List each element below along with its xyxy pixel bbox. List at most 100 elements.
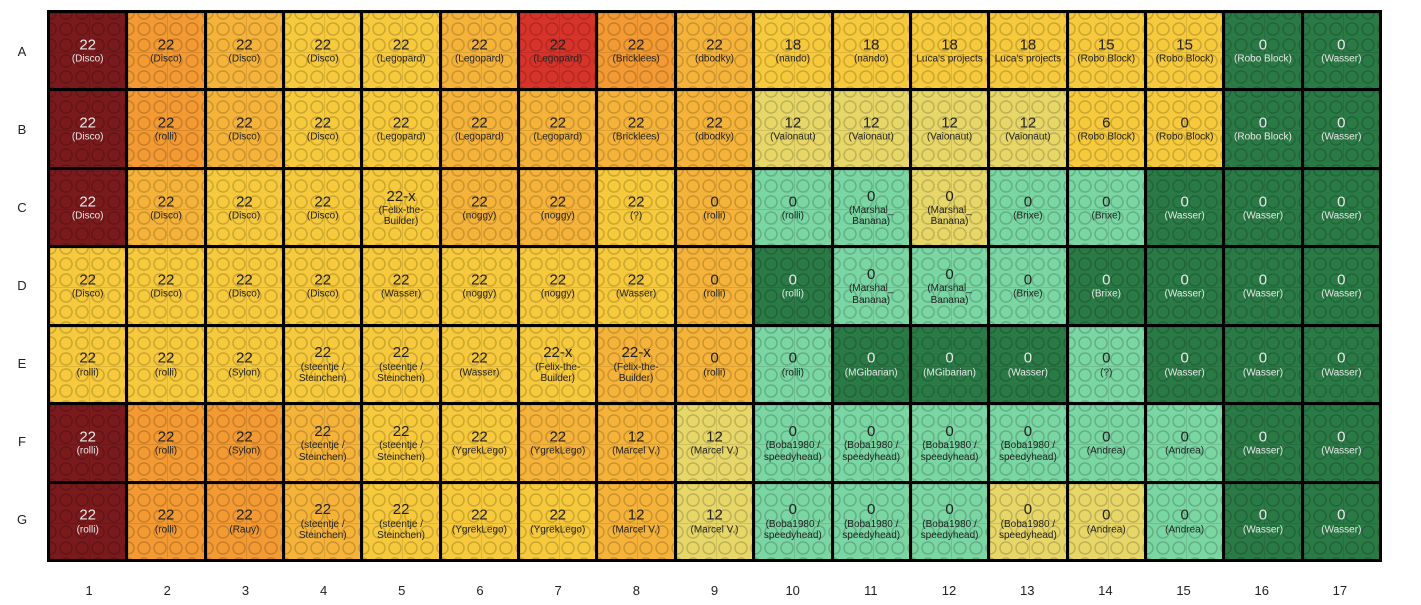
plot-cell-e-8[interactable]: 22-x (Felix-the-Builder) (598, 326, 674, 403)
plot-cell-e-17[interactable]: 0 (Wasser) (1303, 326, 1379, 403)
plot-cell-b-11[interactable]: 12 (Vaionaut) (833, 91, 909, 167)
plot-cell-a-11[interactable]: 18 (nando) (833, 13, 909, 89)
plot-cell-g-17[interactable]: 0 (Wasser) (1303, 483, 1379, 559)
plot-cell-d-8[interactable]: 22 (Wasser) (598, 248, 674, 324)
plot-cell-f-6[interactable]: 22 (YgrekLego) (441, 405, 518, 481)
plot-cell-a-5[interactable]: 22 (Legopard) (363, 13, 439, 89)
plot-cell-f-9[interactable]: 12 (Marcel V.) (676, 405, 753, 481)
plot-cell-f-1[interactable]: 22 (rolli) (50, 405, 126, 481)
plot-cell-b-4[interactable]: 22 (Disco) (285, 91, 361, 167)
plot-cell-g-16[interactable]: 0 (Wasser) (1225, 483, 1301, 559)
plot-cell-a-13[interactable]: 18 Luca's projects (990, 13, 1066, 89)
plot-cell-b-6[interactable]: 22 (Legopard) (441, 91, 518, 167)
plot-cell-a-6[interactable]: 22 (Legopard) (441, 13, 518, 89)
plot-cell-a-4[interactable]: 22 (Disco) (285, 13, 361, 89)
plot-cell-a-8[interactable]: 22 (Bricklees) (598, 13, 674, 89)
plot-cell-d-15[interactable]: 0 (Wasser) (1146, 248, 1223, 324)
plot-cell-e-13[interactable]: 0 (Wasser) (990, 326, 1066, 403)
plot-cell-e-7[interactable]: 22-x (Felix-the-Builder) (520, 326, 596, 403)
plot-cell-c-9[interactable]: 0 (rolli) (676, 169, 753, 246)
plot-cell-c-13[interactable]: 0 (Brixe) (990, 169, 1066, 246)
plot-cell-d-13[interactable]: 0 (Brixe) (990, 248, 1066, 324)
plot-cell-b-8[interactable]: 22 (Bricklees) (598, 91, 674, 167)
plot-cell-a-10[interactable]: 18 (nando) (755, 13, 831, 89)
plot-cell-f-4[interactable]: 22 (steentje / Steinchen) (285, 405, 361, 481)
plot-cell-g-4[interactable]: 22 (steentje / Steinchen) (285, 483, 361, 559)
plot-cell-b-10[interactable]: 12 (Vaionaut) (755, 91, 831, 167)
plot-cell-a-7[interactable]: 22 (Legopard) (520, 13, 596, 89)
plot-cell-a-9[interactable]: 22 (dbodky) (676, 13, 753, 89)
plot-cell-b-14[interactable]: 6 (Robo Block) (1068, 91, 1144, 167)
plot-cell-c-17[interactable]: 0 (Wasser) (1303, 169, 1379, 246)
plot-cell-a-17[interactable]: 0 (Wasser) (1303, 13, 1379, 89)
plot-cell-b-7[interactable]: 22 (Legopard) (520, 91, 596, 167)
plot-cell-d-3[interactable]: 22 (Disco) (206, 248, 283, 324)
plot-cell-c-1[interactable]: 22 (Disco) (50, 169, 126, 246)
plot-cell-f-11[interactable]: 0 (Boba1980 / speedyhead) (833, 405, 909, 481)
plot-cell-d-1[interactable]: 22 (Disco) (50, 248, 126, 324)
plot-cell-a-1[interactable]: 22 (Disco) (50, 13, 126, 89)
plot-cell-d-17[interactable]: 0 (Wasser) (1303, 248, 1379, 324)
plot-cell-b-3[interactable]: 22 (Disco) (206, 91, 283, 167)
plot-cell-c-4[interactable]: 22 (Disco) (285, 169, 361, 246)
plot-cell-c-10[interactable]: 0 (rolli) (755, 169, 831, 246)
plot-cell-e-4[interactable]: 22 (steentje / Steinchen) (285, 326, 361, 403)
plot-cell-e-14[interactable]: 0 (?) (1068, 326, 1144, 403)
plot-cell-f-16[interactable]: 0 (Wasser) (1225, 405, 1301, 481)
plot-cell-a-2[interactable]: 22 (Disco) (128, 13, 204, 89)
plot-cell-f-2[interactable]: 22 (rolli) (128, 405, 204, 481)
plot-cell-f-7[interactable]: 22 (YgrekLego) (520, 405, 596, 481)
plot-cell-d-2[interactable]: 22 (Disco) (128, 248, 204, 324)
plot-cell-d-4[interactable]: 22 (Disco) (285, 248, 361, 324)
plot-cell-a-15[interactable]: 15 (Robo Block) (1146, 13, 1223, 89)
plot-cell-c-14[interactable]: 0 (Brixe) (1068, 169, 1144, 246)
plot-cell-c-15[interactable]: 0 (Wasser) (1146, 169, 1223, 246)
plot-cell-b-12[interactable]: 12 (Vaionaut) (911, 91, 988, 167)
plot-cell-f-8[interactable]: 12 (Marcel V.) (598, 405, 674, 481)
plot-cell-e-10[interactable]: 0 (rolli) (755, 326, 831, 403)
plot-cell-g-7[interactable]: 22 (YgrekLego) (520, 483, 596, 559)
plot-cell-d-5[interactable]: 22 (Wasser) (363, 248, 439, 324)
plot-cell-a-3[interactable]: 22 (Disco) (206, 13, 283, 89)
plot-cell-e-9[interactable]: 0 (rolli) (676, 326, 753, 403)
plot-cell-g-10[interactable]: 0 (Boba1980 / speedyhead) (755, 483, 831, 559)
plot-cell-g-6[interactable]: 22 (YgrekLego) (441, 483, 518, 559)
plot-cell-d-11[interactable]: 0 (Marshal_ Banana) (833, 248, 909, 324)
plot-cell-d-7[interactable]: 22 (noggy) (520, 248, 596, 324)
plot-cell-g-12[interactable]: 0 (Boba1980 / speedyhead) (911, 483, 988, 559)
plot-cell-a-14[interactable]: 15 (Robo Block) (1068, 13, 1144, 89)
plot-cell-g-1[interactable]: 22 (rolli) (50, 483, 126, 559)
plot-cell-e-11[interactable]: 0 (MGibarian) (833, 326, 909, 403)
plot-cell-g-15[interactable]: 0 (Andrea) (1146, 483, 1223, 559)
plot-cell-f-10[interactable]: 0 (Boba1980 / speedyhead) (755, 405, 831, 481)
plot-cell-f-17[interactable]: 0 (Wasser) (1303, 405, 1379, 481)
plot-cell-d-9[interactable]: 0 (rolli) (676, 248, 753, 324)
plot-cell-d-14[interactable]: 0 (Brixe) (1068, 248, 1144, 324)
plot-cell-g-13[interactable]: 0 (Boba1980 / speedyhead) (990, 483, 1066, 559)
plot-cell-g-11[interactable]: 0 (Boba1980 / speedyhead) (833, 483, 909, 559)
plot-cell-e-12[interactable]: 0 (MGibarian) (911, 326, 988, 403)
plot-cell-g-8[interactable]: 12 (Marcel V.) (598, 483, 674, 559)
plot-cell-a-16[interactable]: 0 (Robo Block) (1225, 13, 1301, 89)
plot-cell-c-8[interactable]: 22 (?) (598, 169, 674, 246)
plot-cell-d-12[interactable]: 0 (Marshal_ Banana) (911, 248, 988, 324)
plot-cell-e-1[interactable]: 22 (rolli) (50, 326, 126, 403)
plot-cell-b-9[interactable]: 22 (dbodky) (676, 91, 753, 167)
plot-cell-e-5[interactable]: 22 (steentje / Steinchen) (363, 326, 439, 403)
plot-cell-a-12[interactable]: 18 Luca's projects (911, 13, 988, 89)
plot-cell-d-6[interactable]: 22 (noggy) (441, 248, 518, 324)
plot-cell-e-15[interactable]: 0 (Wasser) (1146, 326, 1223, 403)
plot-cell-c-6[interactable]: 22 (noggy) (441, 169, 518, 246)
plot-cell-c-12[interactable]: 0 (Marshal_ Banana) (911, 169, 988, 246)
plot-cell-c-11[interactable]: 0 (Marshal_ Banana) (833, 169, 909, 246)
plot-cell-b-1[interactable]: 22 (Disco) (50, 91, 126, 167)
plot-cell-e-3[interactable]: 22 (Sylon) (206, 326, 283, 403)
plot-cell-c-5[interactable]: 22-x (Felix-the-Builder) (363, 169, 439, 246)
plot-cell-c-7[interactable]: 22 (noggy) (520, 169, 596, 246)
plot-cell-b-13[interactable]: 12 (Vaionaut) (990, 91, 1066, 167)
plot-cell-f-5[interactable]: 22 (steentje / Steinchen) (363, 405, 439, 481)
plot-cell-g-14[interactable]: 0 (Andrea) (1068, 483, 1144, 559)
plot-cell-d-16[interactable]: 0 (Wasser) (1225, 248, 1301, 324)
plot-cell-e-6[interactable]: 22 (Wasser) (441, 326, 518, 403)
plot-cell-b-16[interactable]: 0 (Robo Block) (1225, 91, 1301, 167)
